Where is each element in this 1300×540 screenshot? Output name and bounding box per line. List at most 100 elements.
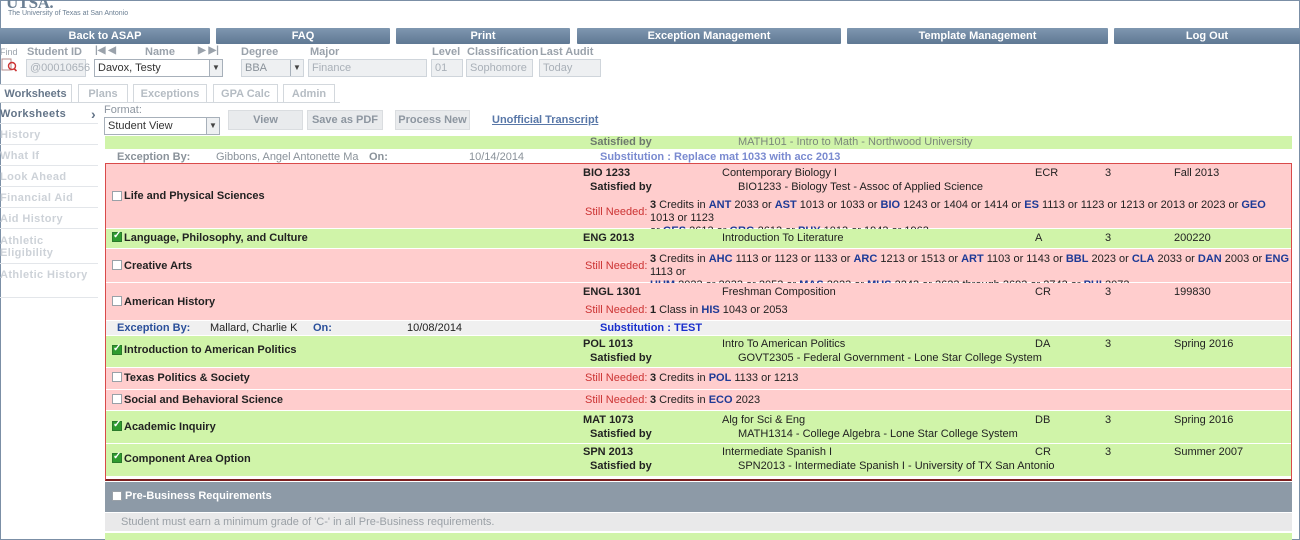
requirement-name: Texas Politics & Society [124,372,250,384]
sidebar-item-athletic-history[interactable]: Athletic History [0,265,98,298]
utsa-logo-subtitle: The University of Texas at San Antonio [8,10,129,17]
course-subject-link[interactable]: POL [708,372,732,384]
course-subject-link[interactable]: GEO [1241,199,1266,211]
course-subject-link[interactable]: AHC [708,253,733,265]
checkbox-unchecked-icon [112,491,122,501]
course-subject-link[interactable]: DAN [1197,253,1222,265]
sidebar-item-look-ahead[interactable]: Look Ahead [0,167,98,187]
course-subject-link[interactable]: AST [774,199,797,211]
requirement-row-texas-politics: Texas Politics & Society Still Needed: 3… [105,368,1292,389]
course-title: Intro To American Politics [722,338,846,350]
course-term: Fall 2013 [1174,167,1220,179]
sidebar-item-aid-history[interactable]: Aid History [0,209,98,229]
partial-satisfied-row: Satisfied by MATH101 - Intro to Math - N… [105,136,1292,149]
course-subject-link[interactable]: BIO [880,199,901,211]
needed-count: 3 [650,253,657,265]
substitution-label: Substitution : [600,151,671,163]
still-needed-label: Still Needed: [585,372,648,384]
course-subject-link[interactable]: ES [1024,199,1039,211]
needed-text-segment: 1213 or 1513 or [877,253,962,265]
course-subject-link[interactable]: ARC [853,253,878,265]
course-code: POL 1013 [583,338,633,350]
major-field: Finance [308,59,427,77]
needed-text-segment: 2023 or [1088,253,1132,265]
requirement-row-component-area-option: Component Area Option SPN 2013 Intermedi… [105,444,1292,476]
satisfied-by-value: GOVT2305 - Federal Government - Lone Sta… [738,352,1042,364]
course-subject-link[interactable]: ANT [708,199,732,211]
requirement-name: American History [124,296,216,308]
course-title: Alg for Sci & Eng [722,414,806,426]
course-title: Contemporary Biology I [722,167,837,179]
view-button[interactable]: View [228,110,303,130]
needed-count: 3 [650,372,657,384]
still-needed-text: 3 Credits in ANT 2033 or AST 1013 or 103… [650,199,1290,238]
tab-exceptions[interactable]: Exceptions [133,84,207,103]
template-management-button[interactable]: Template Management [847,28,1108,44]
name-select[interactable]: Davox, Testy ▼ [94,59,223,77]
course-code: SPN 2013 [583,446,634,458]
name-nav-next[interactable]: ▶ ▶| [198,45,219,56]
exception-management-button[interactable]: Exception Management [577,28,841,44]
unofficial-transcript-link[interactable]: Unofficial Transcript [492,114,599,126]
requirement-row-life-physical-sciences: Life and Physical Sciences BIO 1233 Cont… [105,164,1292,237]
degree-select[interactable]: BBA ▼ [241,59,304,77]
course-subject-link[interactable]: HIS [701,304,720,316]
student-id-field[interactable]: @00010656 [26,59,90,77]
chevron-down-icon[interactable]: ▼ [209,60,222,76]
chevron-down-icon[interactable]: ▼ [206,118,219,134]
sidebar-item-worksheets[interactable]: Worksheets › [0,104,98,124]
tab-admin[interactable]: Admin [283,84,335,103]
course-title: Intermediate Spanish I [722,446,833,458]
process-new-button[interactable]: Process New [395,110,470,130]
exception-row: Exception By: Mallard, Charlie K On: 10/… [105,321,1292,335]
section-header-pre-business[interactable]: Pre-Business Requirements [105,482,1292,512]
course-subject-link[interactable]: BBL [1065,253,1089,265]
needed-text-segment: 1113 or 1123 or 1133 or [732,253,854,265]
sidebar-item-what-if[interactable]: What If [0,146,98,166]
checkbox-checked-icon [112,343,122,355]
course-credits: 3 [1105,286,1112,298]
format-select[interactable]: Student View ▼ [104,117,220,135]
log-out-button[interactable]: Log Out [1114,28,1300,44]
exception-row: Exception By: Gibbons, Angel Antonette M… [105,150,1292,163]
exception-by-name: Mallard, Charlie K [210,322,298,334]
satisfied-by-value: MATH101 - Intro to Math - Northwood Univ… [738,136,973,148]
course-subject-link[interactable]: CLA [1131,253,1155,265]
section-note: Student must earn a minimum grade of 'C-… [105,513,1292,531]
sidebar-item-financial-aid[interactable]: Financial Aid [0,188,98,208]
back-to-asap-button[interactable]: Back to ASAP [0,28,210,44]
course-subject-link[interactable]: ENG [1265,253,1290,265]
satisfied-by-value: BIO1233 - Biology Test - Assoc of Applie… [738,181,983,193]
course-grade: ECR [1035,167,1059,179]
still-needed-label: Still Needed: [585,260,648,272]
find-student-icon[interactable] [1,58,18,72]
sidebar-item-history[interactable]: History [0,125,98,145]
satisfied-by-value: MATH1314 - College Algebra - Lone Star C… [738,428,1018,440]
next-row-partial [105,533,1292,540]
faq-button[interactable]: FAQ [216,28,390,44]
exception-on-label: On: [313,322,332,334]
print-button[interactable]: Print [396,28,570,44]
needed-text-segment: 1133 or 1213 [731,372,799,384]
requirement-row-language-philosophy: Language, Philosophy, and Culture ENG 20… [105,229,1292,248]
still-needed-label: Still Needed: [585,394,648,406]
course-credits: 3 [1105,446,1112,458]
tab-gpa-calc[interactable]: GPA Calc [213,84,278,103]
name-nav-prev[interactable]: |◀ ◀ [95,45,116,56]
course-subject-link[interactable]: ART [961,253,984,265]
course-credits: 3 [1105,414,1112,426]
save-as-pdf-button[interactable]: Save as PDF [307,110,383,130]
needed-count: 3 [650,394,657,406]
course-credits: 3 [1105,232,1112,244]
course-term: Spring 2016 [1174,338,1234,350]
chevron-down-icon[interactable]: ▼ [290,60,303,76]
course-grade: CR [1035,446,1051,458]
tab-plans[interactable]: Plans [78,84,128,103]
needed-text-segment: Credits in [656,394,709,406]
course-subject-link[interactable]: ECO [708,394,733,406]
needed-text-segment: 1013 or 1123 [650,212,715,224]
tab-worksheets[interactable]: Worksheets [0,84,72,103]
sidebar-item-athletic-eligibility[interactable]: Athletic Eligibility [0,231,98,264]
requirement-name: Introduction to American Politics [124,344,297,356]
course-title: Introduction To Literature [722,232,844,244]
